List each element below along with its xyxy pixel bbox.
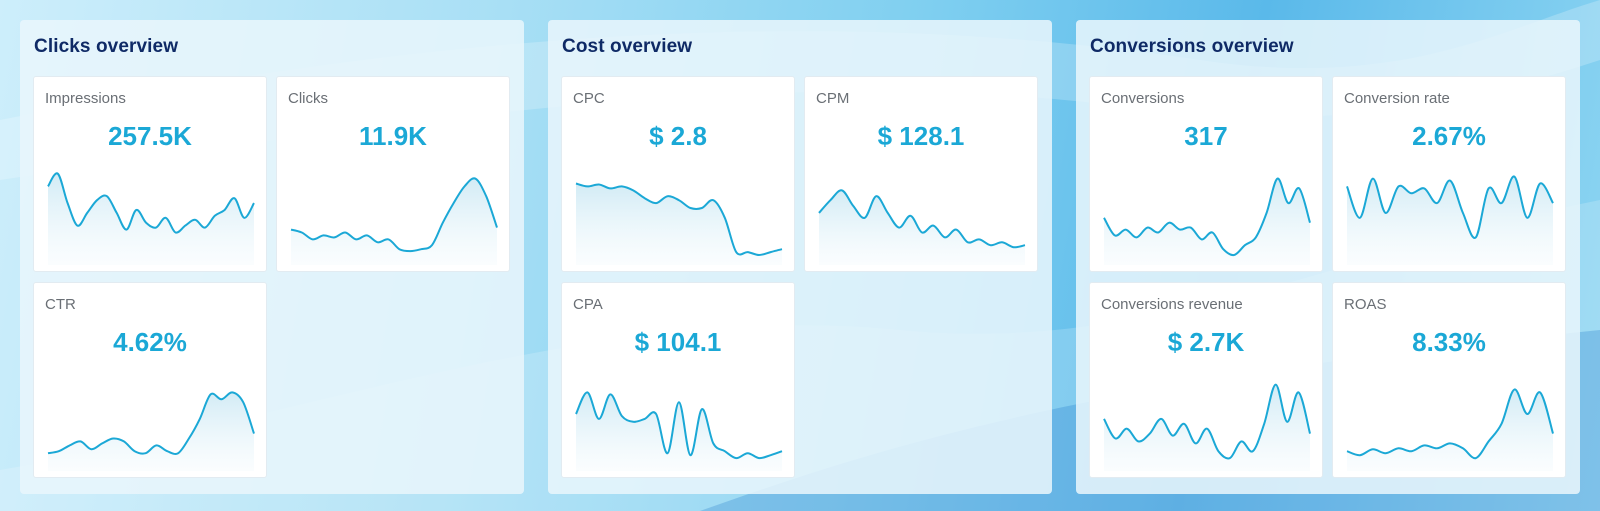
metric-value: 4.62% (113, 327, 187, 357)
sparkline-chart (575, 391, 783, 471)
metric-label: Conversion rate (1344, 90, 1450, 107)
sparkline-line (818, 189, 1026, 249)
sparkline-area (1347, 176, 1553, 265)
metric-value: $ 2.8 (649, 121, 707, 151)
sparkline-line (575, 391, 783, 460)
metric-card-roas[interactable]: ROAS 8.33% (1332, 282, 1566, 478)
sparkline-chart (290, 177, 498, 265)
metric-card-conversions[interactable]: Conversions 317 (1089, 76, 1323, 272)
metric-value: 317 (1184, 121, 1228, 151)
metric-label: Impressions (45, 90, 126, 107)
sparkline-chart (1103, 383, 1311, 471)
sparkline-area (576, 183, 782, 265)
metric-card-ctr[interactable]: CTR 4.62% (33, 282, 267, 478)
sparkline-line (575, 182, 783, 256)
metric-card-impressions[interactable]: Impressions 257.5K (33, 76, 267, 272)
metric-card-cpa[interactable]: CPA $ 104.1 (561, 282, 795, 478)
metric-value: $ 2.7K (1167, 327, 1245, 357)
sparkline-line (47, 172, 255, 234)
sparkline-line (290, 177, 498, 253)
sparkline-area (576, 392, 782, 471)
metric-card-cpc[interactable]: CPC $ 2.8 (561, 76, 795, 272)
sparkline-area (48, 173, 254, 265)
metric-label: CPM (816, 90, 850, 107)
sparkline-line (1346, 175, 1554, 239)
metric-value: 257.5K (108, 121, 192, 151)
metric-card-conversions-revenue[interactable]: Conversions revenue $ 2.7K (1089, 282, 1323, 478)
panel-title: Clicks overview (34, 36, 179, 57)
metric-value: $ 104.1 (634, 327, 722, 357)
metric-value: 2.67% (1412, 121, 1486, 151)
panel-title: Cost overview (562, 36, 693, 57)
metric-label: CPC (573, 90, 605, 107)
conversions-overview-panel: Conversions overview Conversions 317 Con… (1076, 20, 1580, 494)
sparkline-chart (575, 182, 783, 265)
metric-card-clicks[interactable]: Clicks 11.9K (276, 76, 510, 272)
metric-label: Clicks (288, 90, 328, 107)
sparkline-area (291, 178, 497, 265)
sparkline-chart (1103, 177, 1311, 265)
metric-value: 11.9K (359, 121, 427, 151)
panel-title: Conversions overview (1090, 36, 1294, 57)
sparkline-chart (1346, 388, 1554, 471)
clicks-overview-panel: Clicks overview Impressions 257.5K Click… (20, 20, 524, 494)
sparkline-line (47, 391, 255, 455)
metric-label: CTR (45, 296, 76, 313)
metric-label: ROAS (1344, 296, 1387, 313)
sparkline-area (1347, 389, 1553, 471)
metric-label: CPA (573, 296, 603, 313)
sparkline-area (48, 392, 254, 471)
metric-card-cpm[interactable]: CPM $ 128.1 (804, 76, 1038, 272)
sparkline-chart (1346, 175, 1554, 265)
sparkline-line (1346, 388, 1554, 460)
sparkline-line (1103, 383, 1311, 460)
metric-card-conversion-rate[interactable]: Conversion rate 2.67% (1332, 76, 1566, 272)
sparkline-chart (47, 172, 255, 265)
metric-value: $ 128.1 (877, 121, 965, 151)
metric-label: Conversions (1101, 90, 1185, 107)
sparkline-line (1103, 177, 1311, 257)
sparkline-area (1104, 178, 1310, 265)
cost-overview-panel: Cost overview CPC $ 2.8 CPM $ 128.1 CPA … (548, 20, 1052, 494)
sparkline-chart (818, 189, 1026, 265)
sparkline-area (1104, 384, 1310, 471)
sparkline-chart (47, 391, 255, 471)
metric-value: 8.33% (1412, 327, 1486, 357)
metric-label: Conversions revenue (1101, 296, 1243, 313)
